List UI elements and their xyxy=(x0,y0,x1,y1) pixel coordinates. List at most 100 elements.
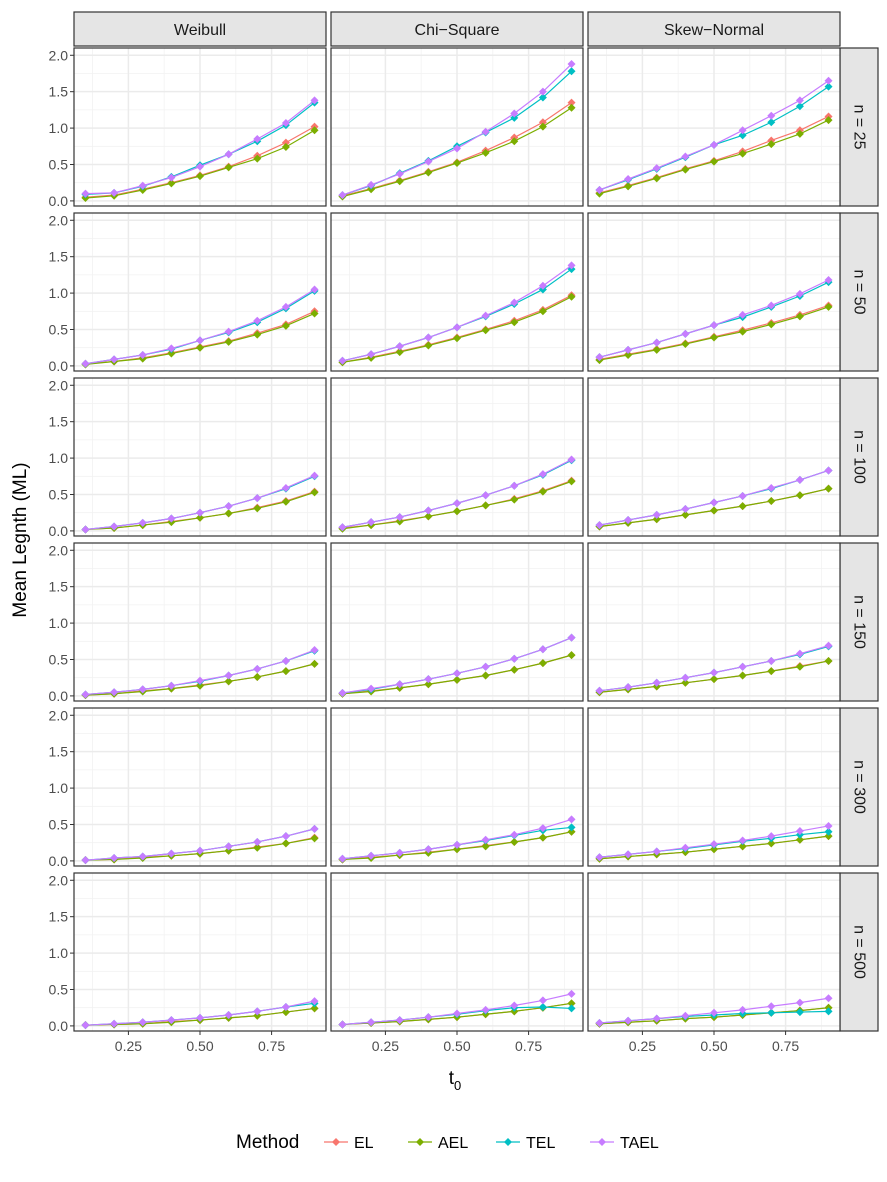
data-point-tael xyxy=(424,506,433,515)
panel-gridlines xyxy=(588,48,840,206)
column-strip-chi-square: Chi−Square xyxy=(330,11,584,47)
data-point-tael xyxy=(767,111,776,120)
data-point-ael xyxy=(624,350,633,359)
data-point-tael xyxy=(824,641,833,650)
data-point-ael xyxy=(481,326,490,335)
data-point-ael xyxy=(395,517,404,526)
data-point-ael xyxy=(167,349,176,358)
data-point-ael xyxy=(224,846,233,855)
data-point-tael xyxy=(310,285,319,294)
data-point-ael xyxy=(624,182,633,191)
x-tick-label: 0.75 xyxy=(515,1038,542,1054)
panel-border xyxy=(73,47,327,207)
data-point-ael xyxy=(424,512,433,521)
data-point-tael xyxy=(338,191,347,200)
series-tael xyxy=(81,824,319,865)
series-ael xyxy=(595,302,833,365)
data-point-tel xyxy=(567,67,576,76)
data-point-tael xyxy=(510,830,519,839)
data-point-ael xyxy=(253,154,262,163)
data-point-tael xyxy=(795,827,804,836)
panel-chi-square-n-100 xyxy=(330,377,584,537)
panel-gridlines xyxy=(74,708,326,866)
x-tick-label: 0.25 xyxy=(372,1038,399,1054)
data-point-tael xyxy=(253,316,262,325)
y-tick-label: 0.0 xyxy=(49,1018,69,1034)
data-point-ael xyxy=(395,348,404,357)
column-strip-label: Weibull xyxy=(174,22,226,39)
series-tael xyxy=(81,997,319,1030)
data-point-ael xyxy=(224,337,233,346)
y-tick-label: 1.0 xyxy=(49,945,69,961)
data-point-tael xyxy=(538,824,547,833)
data-point-tael xyxy=(424,675,433,684)
y-axis-row-3: 0.0 0.5 1.0 1.5 2.0 xyxy=(49,542,74,704)
data-point-tael xyxy=(567,633,576,642)
data-point-ael xyxy=(652,515,661,524)
data-point-ael xyxy=(824,116,833,125)
data-point-ael xyxy=(310,309,319,318)
data-point-tel xyxy=(538,1002,547,1011)
data-point-tael xyxy=(338,356,347,365)
row-strip-n-150: n = 150 xyxy=(839,542,879,702)
data-point-tael xyxy=(481,835,490,844)
data-point-tael xyxy=(681,152,690,161)
row-strip-bg xyxy=(839,542,879,702)
data-point-tael xyxy=(538,87,547,96)
data-point-tael xyxy=(81,359,90,368)
x-tick-label: 0.75 xyxy=(258,1038,285,1054)
y-axis-title: Mean Legnth (ML) xyxy=(10,462,31,617)
data-point-tael xyxy=(481,491,490,500)
data-point-tael xyxy=(510,109,519,118)
data-point-ael xyxy=(538,659,547,668)
data-point-tel xyxy=(510,113,519,122)
panel-chi-square-n-50 xyxy=(330,212,584,372)
row-strip-n-50: n = 50 xyxy=(839,212,879,372)
data-point-ael xyxy=(567,477,576,486)
data-point-tael xyxy=(138,518,147,527)
data-point-tael xyxy=(510,1001,519,1010)
data-point-tael xyxy=(767,301,776,310)
data-point-ael xyxy=(538,487,547,496)
data-point-tael xyxy=(538,645,547,654)
data-point-ael xyxy=(710,675,718,684)
panel-gridlines xyxy=(588,873,840,1031)
panel-weibull-n-300 xyxy=(73,707,327,867)
legend-label: EL xyxy=(354,1135,374,1152)
series-tael xyxy=(595,641,833,695)
panel-border xyxy=(587,707,841,867)
y-tick-label: 2.0 xyxy=(49,542,69,558)
data-point-tael xyxy=(253,837,262,846)
legend-label: TAEL xyxy=(620,1135,659,1152)
y-tick-label: 0.0 xyxy=(49,853,69,869)
data-point-tael xyxy=(538,996,547,1005)
data-point-ael xyxy=(681,165,690,174)
data-point-ael xyxy=(567,651,576,660)
data-point-tael xyxy=(310,96,319,105)
data-point-tael xyxy=(310,471,319,480)
row-strip-n-25: n = 25 xyxy=(839,47,879,207)
data-point-tael xyxy=(652,847,661,856)
data-point-tael xyxy=(481,311,490,320)
panel-skew-normal-n-150 xyxy=(587,542,841,702)
column-strip-bg xyxy=(587,11,841,47)
data-point-tael xyxy=(224,150,233,159)
series-tael xyxy=(338,455,576,532)
row-strip-n-100: n = 100 xyxy=(839,377,879,537)
data-point-tael xyxy=(224,327,233,336)
series-tael xyxy=(595,466,833,530)
data-point-tel xyxy=(795,102,804,111)
data-point-tael xyxy=(167,173,176,182)
row-strip-n-300: n = 300 xyxy=(839,707,879,867)
panels-layer: Weibull Chi−Square Skew−Normal n = 25 n = 50… xyxy=(49,11,879,1054)
data-point-ael xyxy=(196,172,204,181)
data-point-tael xyxy=(681,1011,690,1020)
data-point-ael xyxy=(424,680,433,689)
data-point-ael xyxy=(738,842,747,851)
data-point-ael xyxy=(681,678,690,687)
data-point-ael xyxy=(795,835,804,844)
data-point-ael xyxy=(281,143,290,152)
data-point-tael xyxy=(367,851,376,860)
y-tick-label: 0.5 xyxy=(49,156,69,172)
y-tick-label: 1.0 xyxy=(49,780,69,796)
